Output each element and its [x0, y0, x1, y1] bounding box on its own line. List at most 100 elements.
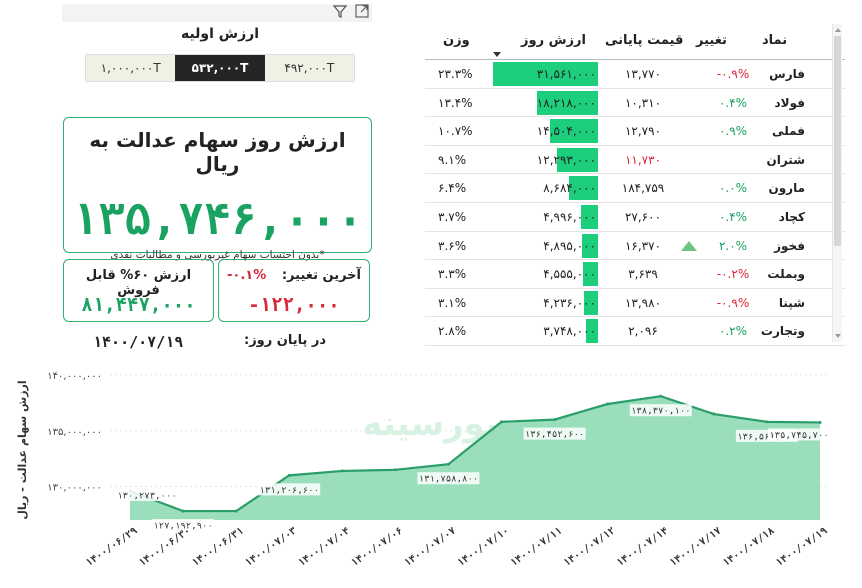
- header-weight[interactable]: وزن: [443, 33, 470, 48]
- x-tick-label: ۱۴۰۰/۰۶/۳۱: [190, 525, 246, 569]
- header-value[interactable]: ارزش روز: [521, 33, 586, 48]
- data-point: [553, 418, 557, 422]
- row-close-price: ۱۱,۷۳۰: [624, 152, 662, 167]
- table-row[interactable]: مارون ۰.۰% ۱۸۴,۷۵۹ ۸,۶۸۴,۰۰۰ ۶.۴%: [425, 174, 845, 203]
- row-value-bar: ۳,۷۴۸,۰۰۰: [493, 319, 598, 344]
- row-symbol[interactable]: فملی: [772, 124, 805, 139]
- row-symbol[interactable]: فولاد: [774, 95, 805, 110]
- table-row[interactable]: وتجارت ۰.۲% ۲,۰۹۶ ۳,۷۴۸,۰۰۰ ۲.۸%: [425, 317, 845, 346]
- sellable-value-label: ارزش ۶۰% قابل فروش: [85, 268, 192, 298]
- data-label-bg: [629, 404, 692, 417]
- scroll-up-icon[interactable]: [835, 28, 841, 32]
- sellable-value-card: ارزش ۶۰% قابل فروش ۸۱,۴۴۷,۰۰۰: [63, 259, 214, 322]
- last-change-value: -۱۲۲,۰۰۰: [248, 294, 340, 316]
- x-tick-label: ۱۴۰۰/۰۶/۳۰: [137, 525, 193, 569]
- row-change: -۰.۲%: [716, 267, 750, 282]
- table-row[interactable]: وبملت -۰.۲% ۳,۶۳۹ ۴,۵۵۵,۰۰۰ ۳.۳%: [425, 260, 845, 289]
- row-day-value: ۴,۹۹۶,۰۰۰: [543, 209, 596, 224]
- value-bar-fill: [557, 147, 598, 172]
- y-tick-label: ۱۳۰,۰۰۰,۰۰۰: [47, 483, 102, 494]
- table-row[interactable]: فخوز ۲.۰% ۱۶,۳۷۰ ۴,۸۹۵,۰۰۰ ۳.۶%: [425, 232, 845, 261]
- row-close-price: ۲۷,۶۰۰: [624, 209, 662, 224]
- table-row[interactable]: شپنا -۰.۹% ۱۳,۹۸۰ ۴,۲۳۶,۰۰۰ ۳.۱%: [425, 289, 845, 318]
- row-day-value: ۴,۲۳۶,۰۰۰: [543, 295, 596, 310]
- x-tick-label: ۱۴۰۰/۰۷/۱۹: [774, 525, 830, 569]
- value-history-chart: ۱۳۰,۰۰۰,۰۰۰ ۱۳۵,۰۰۰,۰۰۰ ۱۴۰,۰۰۰,۰۰۰ بورسینه…: [47, 371, 830, 569]
- last-change-card: آخرین تغییر: -۰.۱% -۱۲۲,۰۰۰: [218, 259, 370, 322]
- row-value-bar: ۴,۵۵۵,۰۰۰: [493, 262, 598, 287]
- table-row[interactable]: فملی ۰.۹% ۱۲,۷۹۰ ۱۴,۵۰۴,۰۰۰ ۱۰.۷%: [425, 117, 845, 146]
- table-body: فارس -۰.۹% ۱۳,۷۷۰ ۳۱,۵۶۱,۰۰۰ ۲۳.۳% فولاد ۰.۴% ۱…: [425, 60, 845, 346]
- filter-icon[interactable]: [333, 4, 347, 18]
- table-row[interactable]: فولاد ۰.۴% ۱۰,۳۱۰ ۱۸,۲۱۸,۰۰۰ ۱۳.۴%: [425, 89, 845, 118]
- expand-icon[interactable]: [355, 4, 369, 18]
- value-bar-fill: [581, 204, 598, 229]
- table-row[interactable]: فارس -۰.۹% ۱۳,۷۷۰ ۳۱,۵۶۱,۰۰۰ ۲۳.۳%: [425, 60, 845, 89]
- row-symbol[interactable]: کچاد: [778, 209, 805, 224]
- chart-y-axis-title: ارزش سهام عدالت - ریال: [16, 380, 29, 519]
- row-symbol[interactable]: وتجارت: [760, 324, 805, 339]
- data-label-bg: [768, 428, 830, 441]
- row-weight: ۳.۶%: [438, 238, 467, 253]
- x-tick-label: ۱۴۰۰/۰۶/۲۹: [84, 525, 140, 569]
- row-value-bar: ۱۴,۵۰۴,۰۰۰: [493, 119, 598, 144]
- row-symbol[interactable]: شتران: [766, 152, 805, 167]
- data-label: ۱۳۶,۵۶۴,۶۰۰: [737, 432, 797, 442]
- sort-desc-icon: [493, 52, 501, 57]
- data-point: [393, 468, 397, 472]
- row-close-price: ۳,۶۳۹: [628, 267, 658, 282]
- row-symbol[interactable]: فخوز: [774, 238, 805, 253]
- row-symbol[interactable]: فارس: [769, 67, 805, 81]
- row-weight: ۱۳.۴%: [438, 95, 473, 110]
- table-row[interactable]: شتران ۱۱,۷۳۰ ۱۲,۲۹۳,۰۰۰ ۹.۱%: [425, 146, 845, 175]
- holdings-table: نماد تغییر قیمت پایانی ارزش روز وزن فارس…: [425, 24, 845, 346]
- table-scrollbar[interactable]: [832, 24, 842, 342]
- row-weight: ۲.۸%: [438, 324, 467, 339]
- row-change: ۲.۰%: [718, 238, 748, 253]
- initial-value-selector: ۱,۰۰۰,۰۰۰T ۵۳۲,۰۰۰T ۴۹۲,۰۰۰T: [85, 54, 355, 82]
- data-label-bg: [152, 519, 215, 532]
- header-symbol[interactable]: نماد: [762, 33, 788, 48]
- value-bar-fill: [537, 90, 598, 115]
- table-row[interactable]: کچاد ۰.۴% ۲۷,۶۰۰ ۴,۹۹۶,۰۰۰ ۳.۷%: [425, 203, 845, 232]
- data-point: [606, 402, 610, 406]
- data-point: [181, 509, 185, 513]
- data-point: [234, 509, 238, 513]
- chart-y-axis-title-text: ارزش سهام عدالت - ریال: [16, 380, 29, 519]
- x-tick-label: ۱۴۰۰/۰۷/۰۷: [403, 525, 459, 569]
- row-symbol[interactable]: شپنا: [778, 295, 805, 310]
- row-weight: ۱۰.۷%: [438, 124, 473, 139]
- initial-option-492000[interactable]: ۴۹۲,۰۰۰T: [264, 55, 354, 81]
- initial-option-532000[interactable]: ۵۳۲,۰۰۰T: [175, 55, 265, 81]
- end-of-day-date: ۱۴۰۰/۰۷/۱۹: [93, 333, 184, 351]
- row-symbol[interactable]: مارون: [768, 181, 805, 196]
- row-day-value: ۱۲,۲۹۳,۰۰۰: [536, 152, 596, 167]
- data-point: [765, 420, 769, 424]
- x-tick-label: ۱۴۰۰/۰۷/۰۳: [243, 525, 299, 569]
- x-tick-label: ۱۴۰۰/۰۷/۱۲: [562, 525, 618, 569]
- header-change[interactable]: تغییر: [696, 33, 727, 48]
- row-value-bar: ۴,۸۹۵,۰۰۰: [493, 233, 598, 258]
- header-close[interactable]: قیمت پایانی: [605, 33, 684, 48]
- daily-value-card: ارزش روز سهام عدالت به ریال ۱۳۵,۷۴۶,۰۰۰ …: [63, 117, 372, 261]
- data-label-bg: [417, 472, 480, 485]
- scroll-thumb[interactable]: [834, 36, 841, 246]
- row-day-value: ۳۱,۵۶۱,۰۰۰: [536, 67, 596, 81]
- row-symbol[interactable]: وبملت: [767, 267, 805, 282]
- data-point: [340, 469, 344, 473]
- row-value-bar: ۱۸,۲۱۸,۰۰۰: [493, 90, 598, 115]
- row-weight: ۳.۷%: [438, 209, 467, 224]
- value-bar-fill: [493, 62, 598, 86]
- visual-header-strip: [62, 4, 372, 22]
- chart-line: [129, 395, 821, 513]
- data-point: [712, 412, 716, 416]
- data-label: ۱۳۵,۷۴۵,۷۰۰: [769, 431, 829, 441]
- row-day-value: ۳,۷۴۸,۰۰۰: [543, 324, 596, 339]
- data-point: [446, 462, 450, 466]
- data-point: [818, 420, 822, 424]
- scroll-down-icon[interactable]: [835, 334, 841, 338]
- initial-option-1000000[interactable]: ۱,۰۰۰,۰۰۰T: [86, 55, 176, 81]
- data-label: ۱۲۷,۱۹۲,۹۰۰: [153, 522, 213, 532]
- data-label: ۱۳۰,۲۷۳,۰۰۰: [117, 492, 177, 502]
- row-day-value: ۴,۵۵۵,۰۰۰: [543, 267, 596, 282]
